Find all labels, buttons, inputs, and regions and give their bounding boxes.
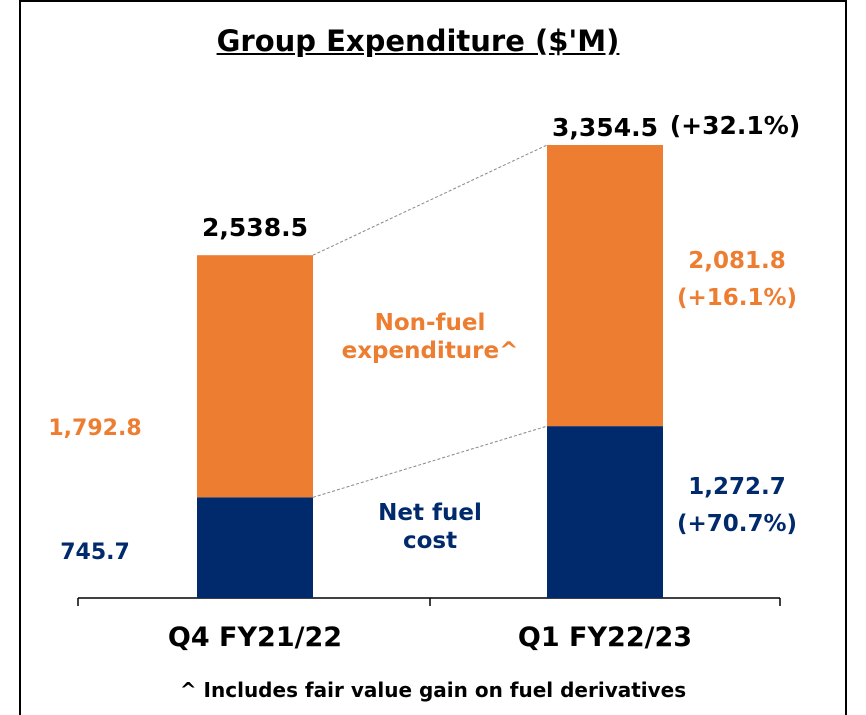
total-label: 3,354.5 <box>552 113 658 142</box>
legend-label: Non-fuel expenditure^ <box>341 310 519 364</box>
frame <box>19 0 847 715</box>
connector <box>312 425 548 498</box>
total-change: (+32.1%) <box>669 111 801 140</box>
legend-label: Net fuel cost <box>378 500 482 554</box>
bar-segment <box>197 497 313 598</box>
x-tick-label: Q1 FY22/23 <box>517 622 693 653</box>
bar-segment <box>197 255 313 498</box>
x-tick-label: Q4 FY21/22 <box>167 622 343 653</box>
value-change: (+16.1%) <box>676 284 798 311</box>
value-label: 1,792.8 <box>48 416 142 441</box>
bar-segment <box>547 145 663 427</box>
value-label: 745.7 <box>60 540 130 565</box>
value-label: 1,272.7 <box>688 474 786 501</box>
value-change: (+70.7%) <box>676 511 798 538</box>
connector <box>312 144 548 256</box>
total-label: 2,538.5 <box>202 213 308 243</box>
bar-segment <box>547 426 663 598</box>
chart-title: Group Expenditure ($'M) <box>216 24 620 58</box>
value-label: 2,081.8 <box>688 247 786 274</box>
footnote: ^ Includes fair value gain on fuel deriv… <box>179 678 687 702</box>
